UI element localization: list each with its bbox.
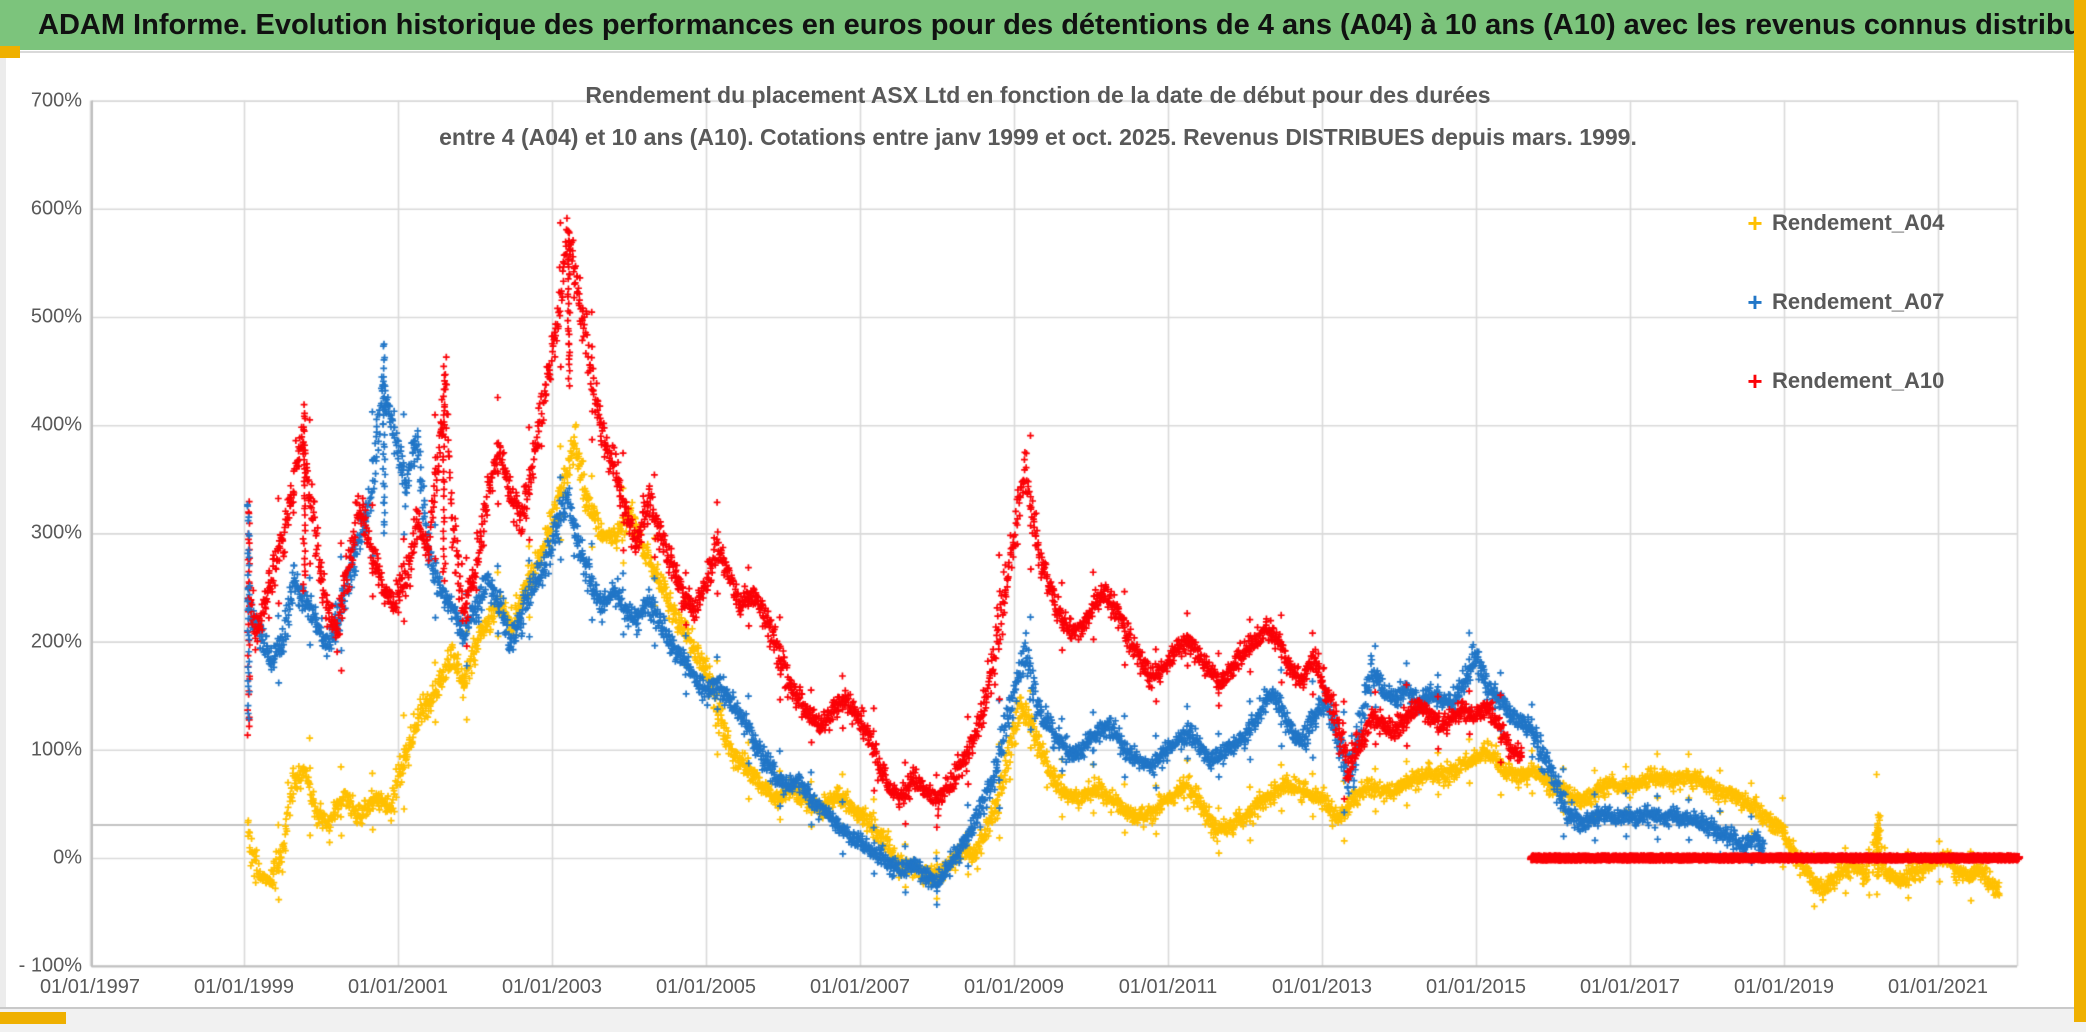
chart-title-line1: Rendement du placement ASX Ltd en foncti… [585,82,1491,108]
x-tick-label: 01/01/2019 [1733,976,1835,998]
y-tick-label: - 100% [18,954,82,977]
legend-item-rendement-a10[interactable]: + Rendement_A10 [1738,354,1944,408]
legend-label: Rendement_A07 [1772,289,1945,314]
y-tick-label: 700% [30,89,82,112]
x-tick-label: 01/01/2007 [809,976,911,998]
x-tick-label: 01/01/2013 [1271,976,1373,998]
x-tick-label: 01/01/1997 [39,976,141,998]
chart-title: Rendement du placement ASX Ltd en foncti… [428,74,1648,158]
chart-legend: + Rendement_A04 + Rendement_A07 + Rendem… [1738,196,1944,433]
x-tick-label: 01/01/2015 [1425,976,1527,998]
legend-label: Rendement_A10 [1772,368,1945,393]
x-tick-label: 01/01/2005 [655,976,757,998]
plus-marker-icon: + [1747,208,1763,238]
y-tick-label: 400% [30,413,82,436]
y-tick-label: 500% [30,305,82,328]
y-tick-label: 100% [30,738,82,761]
legend-item-rendement-a04[interactable]: + Rendement_A04 [1738,196,1944,250]
x-tick-label: 01/01/2009 [963,976,1065,998]
y-tick-label: 200% [30,630,82,653]
legend-item-rendement-a07[interactable]: + Rendement_A07 [1738,275,1944,329]
x-tick-label: 01/01/2021 [1887,976,1989,998]
y-tick-label: 300% [30,521,82,544]
chart-title-line2: entre 4 (A04) et 10 ans (A10). Cotations… [439,124,1637,150]
x-tick-label: 01/01/1999 [193,976,295,998]
legend-label: Rendement_A04 [1772,210,1945,235]
x-tick-label: 01/01/2003 [501,976,603,998]
x-tick-label: 01/01/2011 [1118,976,1218,998]
x-tick-label: 01/01/2001 [347,976,449,998]
plus-marker-icon: + [1747,287,1763,317]
plus-marker-icon: + [1747,366,1763,396]
y-tick-label: 0% [53,846,82,869]
x-tick-label: 01/01/2017 [1579,976,1681,998]
y-tick-label: 600% [30,197,82,220]
